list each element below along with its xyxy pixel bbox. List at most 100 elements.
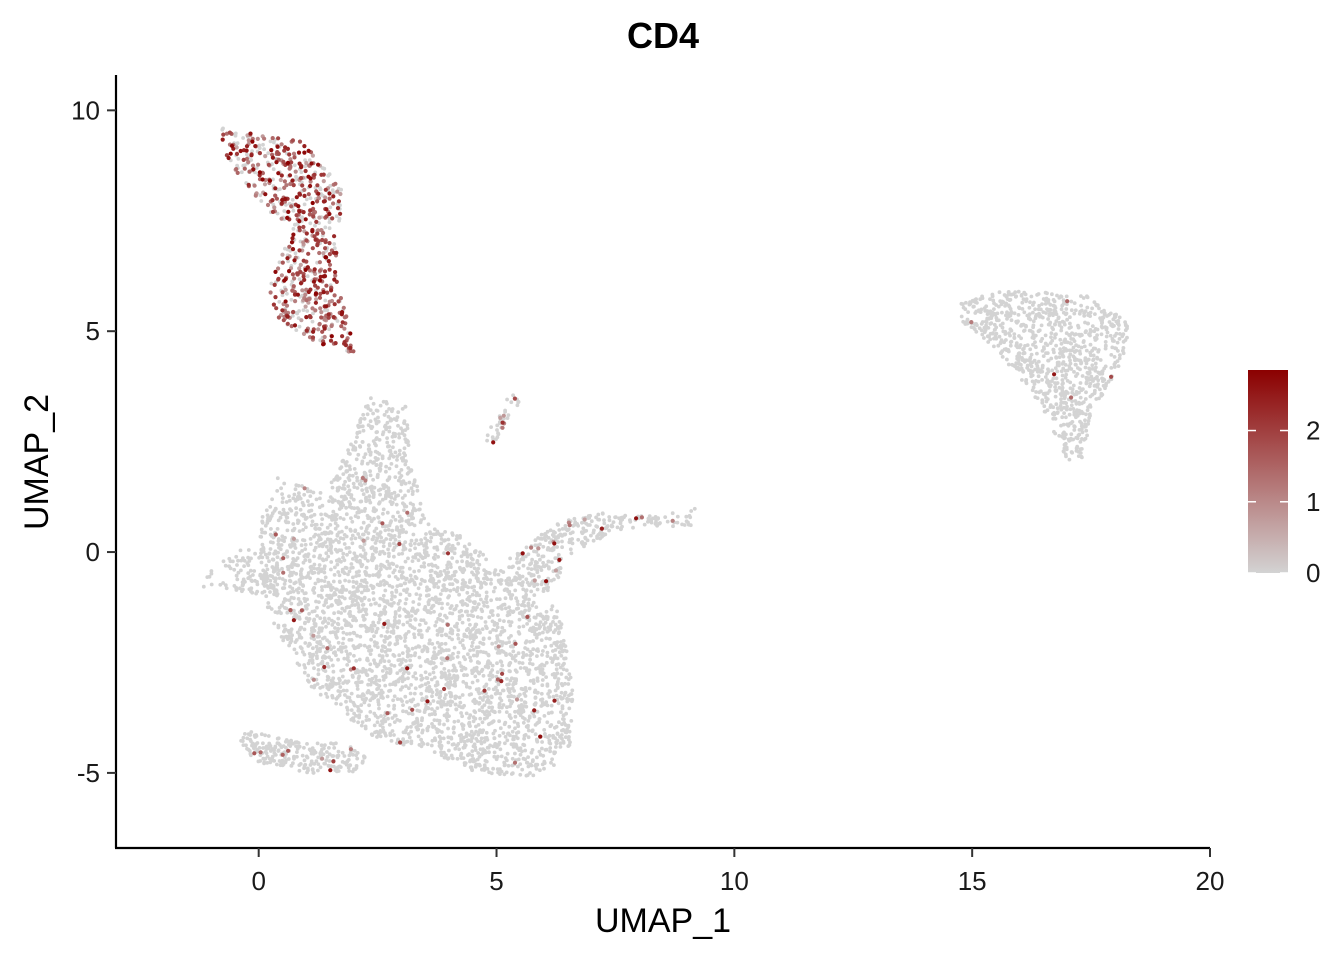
cell-point (296, 316, 301, 320)
cell-point (533, 632, 537, 637)
cell-point (344, 460, 349, 464)
cell-point (494, 757, 499, 762)
cell-point (1054, 343, 1058, 348)
cell-point (411, 532, 416, 537)
cell-point (312, 685, 316, 690)
cell-point (300, 215, 304, 220)
cell-point (273, 753, 278, 757)
cell-point (243, 732, 247, 736)
cell-point (484, 590, 489, 595)
cell-point (285, 610, 290, 615)
cell-point (426, 522, 431, 527)
cell-point (452, 607, 457, 612)
cell-point (455, 655, 460, 659)
cell-point (354, 457, 359, 462)
cell-point (312, 562, 317, 567)
cell-point (292, 596, 296, 601)
cell-point (684, 519, 689, 524)
cell-point (1028, 355, 1033, 360)
cell-point (477, 562, 482, 567)
cell-point (355, 510, 360, 515)
cell-point (347, 569, 352, 574)
cell-point (329, 647, 333, 652)
cell-point (248, 568, 253, 573)
cell-point (395, 454, 400, 459)
cell-point (338, 536, 343, 541)
cell-point (404, 659, 408, 663)
cell-point (523, 640, 528, 645)
cell-point (326, 621, 331, 626)
cell-point (1050, 368, 1055, 373)
cell-point (518, 746, 523, 751)
cell-point (561, 717, 565, 721)
cell-point (379, 688, 384, 693)
cell-point (517, 617, 522, 622)
cell-point (417, 622, 422, 627)
cell-point (446, 680, 450, 685)
cell-point (507, 724, 512, 729)
cell-point (385, 510, 390, 515)
cell-point (385, 670, 389, 675)
cell-point (409, 711, 414, 716)
cell-point (335, 319, 340, 323)
cell-point (527, 597, 531, 602)
cell-point (531, 711, 536, 716)
cell-point (426, 563, 431, 567)
cell-point (309, 542, 313, 546)
cell-point (471, 627, 476, 631)
cell-point (476, 602, 481, 606)
cell-point (448, 588, 453, 593)
cell-point (478, 696, 483, 700)
cell-point (411, 674, 416, 679)
cell-point (387, 407, 391, 411)
cell-point (430, 712, 434, 716)
cell-point (484, 683, 488, 688)
cell-point (457, 733, 462, 738)
cell-point (361, 520, 366, 525)
cell-point (544, 747, 549, 752)
cell-point (532, 615, 537, 620)
cell-point (462, 739, 467, 744)
cell-point (293, 546, 298, 550)
cell-point (307, 158, 312, 163)
cell-point (546, 735, 550, 740)
cell-point (401, 737, 405, 742)
cell-point (549, 723, 554, 727)
cell-point (249, 158, 254, 162)
cell-point (451, 668, 455, 673)
cell-point (457, 704, 461, 708)
cell-point (307, 747, 312, 752)
cell-point (491, 731, 496, 736)
cell-point (355, 475, 359, 480)
cell-point (283, 627, 287, 632)
cell-point (548, 636, 552, 641)
cell-point (531, 647, 536, 652)
cell-point (470, 592, 475, 597)
cell-point (384, 733, 388, 738)
cell-point (465, 684, 469, 689)
cell-point (404, 440, 409, 444)
cell-point (390, 590, 394, 595)
cell-point (280, 293, 285, 298)
cell-point (1067, 326, 1072, 330)
cell-point (348, 699, 353, 703)
cell-point (345, 663, 350, 667)
cell-point (436, 574, 440, 578)
cell-point (369, 627, 374, 631)
cell-point (261, 578, 266, 583)
cell-point (469, 767, 474, 771)
cell-point (494, 628, 498, 633)
cell-point (327, 616, 331, 621)
cell-point (402, 639, 407, 643)
cell-point (303, 164, 307, 169)
cell-point (490, 619, 495, 624)
cell-point (448, 630, 453, 635)
cell-point (524, 653, 529, 657)
cell-point (368, 419, 373, 424)
cell-point (303, 641, 308, 645)
cell-point (341, 688, 346, 693)
cell-point (557, 650, 562, 655)
cell-point (605, 524, 610, 528)
cell-point (479, 736, 484, 741)
chart-title: CD4 (627, 15, 699, 56)
